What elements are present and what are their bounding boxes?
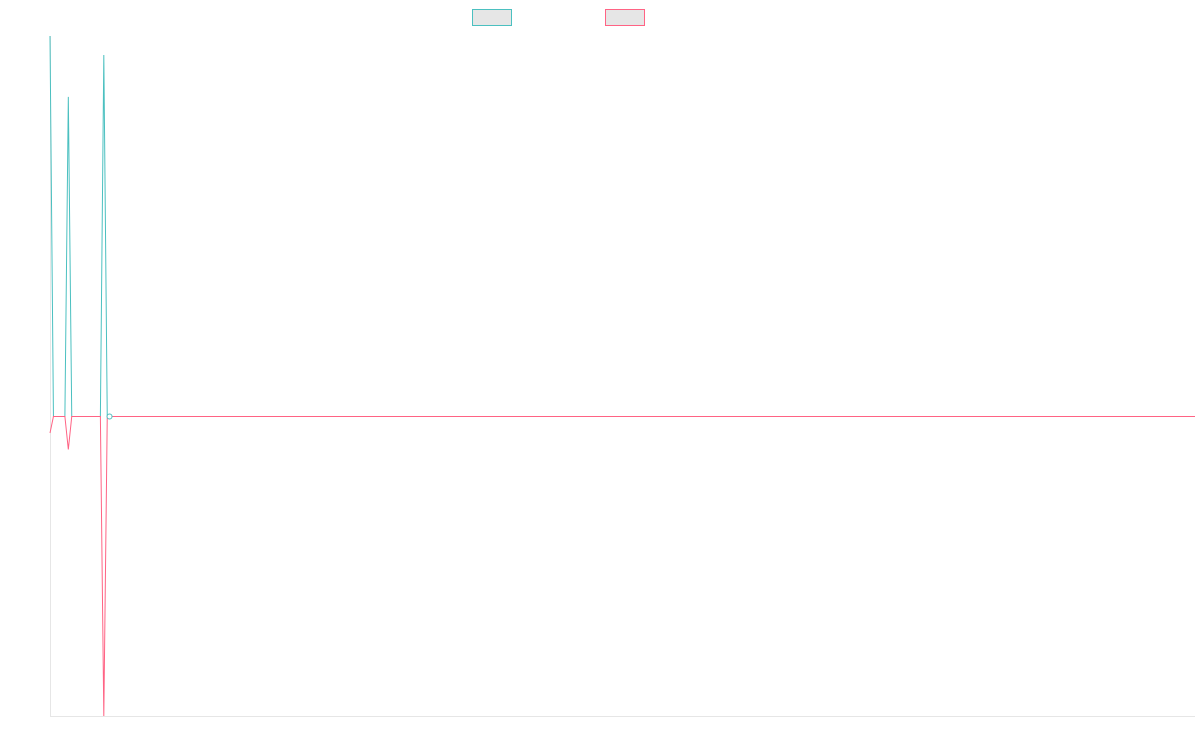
hover-point-marker [106, 413, 113, 420]
series-line-2 [49, 416, 1195, 717]
legend-swatch-series-2[interactable] [605, 9, 645, 26]
series-layer [49, 35, 1195, 717]
axes [50, 36, 1195, 717]
legend-item-series-1[interactable] [472, 9, 512, 26]
series-line-1 [49, 35, 1195, 417]
legend-item-series-2[interactable] [605, 9, 645, 26]
legend [472, 9, 645, 26]
legend-swatch-series-1[interactable] [472, 9, 512, 26]
